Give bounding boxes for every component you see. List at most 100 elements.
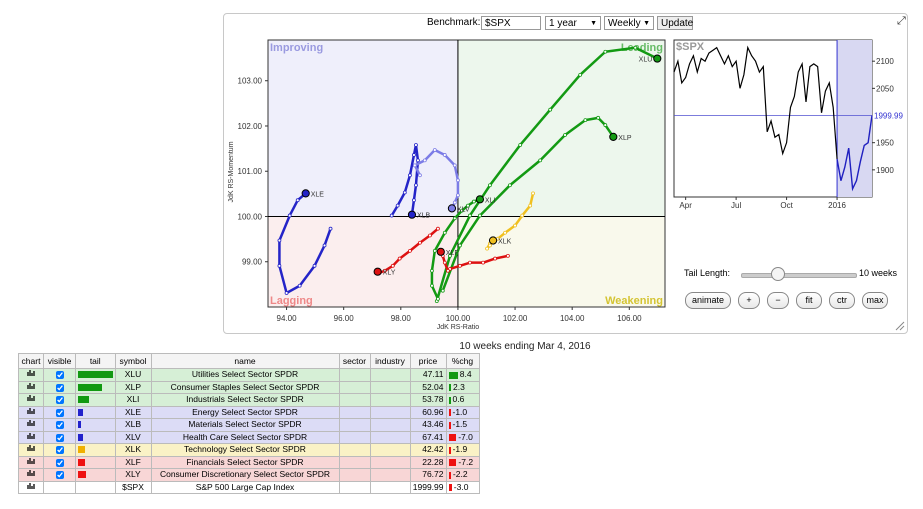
- table-row: $SPX S&P 500 Large Cap Index 1999.99 -3.0: [18, 480, 480, 494]
- chart-cell: [18, 480, 44, 494]
- period-select[interactable]: 1 year ▼: [545, 16, 601, 30]
- tool-button[interactable]: +: [738, 292, 760, 309]
- chart-icon[interactable]: [26, 444, 36, 452]
- price-cell: 76.72: [409, 468, 447, 482]
- chart-icon[interactable]: [26, 419, 36, 427]
- industry-cell: [369, 418, 411, 432]
- price-cell: 53.78: [409, 393, 447, 407]
- tool-button[interactable]: max: [862, 292, 888, 309]
- update-button[interactable]: Update: [657, 16, 693, 30]
- visible-checkbox[interactable]: [55, 458, 64, 467]
- chart-icon[interactable]: [26, 432, 36, 440]
- chart-icon[interactable]: [26, 394, 36, 402]
- tail-line: [435, 46, 659, 303]
- visible-cell: [43, 480, 76, 494]
- chg-cell: -2.2: [445, 468, 480, 482]
- tool-button[interactable]: fit: [796, 292, 822, 309]
- interval-select[interactable]: Weekly ▼: [604, 16, 654, 30]
- column-header: visible: [43, 353, 76, 369]
- tail-point: [297, 283, 302, 288]
- visible-checkbox[interactable]: [55, 433, 64, 442]
- tail-line: [278, 192, 332, 295]
- series-label: XLE: [311, 191, 325, 198]
- tail-line: [441, 116, 615, 292]
- column-header: chart: [18, 353, 44, 369]
- sector-cell: [338, 418, 371, 432]
- chart-icon[interactable]: [26, 407, 36, 415]
- symbol-cell: XLK: [114, 443, 152, 457]
- x-tick-label: 96.00: [334, 314, 355, 323]
- quadrant-weakening: [457, 216, 665, 307]
- visible-checkbox[interactable]: [55, 421, 64, 429]
- chg-value: 2.3: [453, 381, 465, 392]
- chg-cell: 0.6: [445, 393, 480, 407]
- tail-head: [301, 189, 310, 198]
- plot-frame: [267, 39, 666, 308]
- price-line-tail: [836, 115, 873, 192]
- name-cell: Utilities Select Sector SPDR: [150, 368, 340, 382]
- symbol-table: chart visible tail symbol name sector industry…: [18, 353, 480, 494]
- chart-icon[interactable]: [26, 457, 36, 465]
- chg-value: -1.5: [452, 419, 468, 430]
- tail-cell: [75, 430, 116, 444]
- tail-point: [578, 72, 583, 77]
- tail-point: [442, 230, 447, 235]
- price-line: [673, 45, 838, 160]
- tool-button[interactable]: ctr: [829, 292, 855, 309]
- tail-point: [430, 283, 434, 288]
- symbol-cell: XLV: [114, 430, 152, 444]
- chg-bar: [448, 434, 457, 441]
- sector-cell: [338, 368, 371, 382]
- tail-point: [416, 158, 420, 163]
- tool-button[interactable]: −: [767, 292, 789, 309]
- visible-checkbox[interactable]: [55, 471, 64, 479]
- chg-bar: [448, 471, 451, 479]
- tail-line: [430, 198, 482, 301]
- tail-head: [373, 267, 382, 276]
- tail-point: [397, 256, 402, 261]
- chart-icon[interactable]: [26, 369, 36, 377]
- tail-slider-knob[interactable]: [771, 267, 785, 281]
- tail-slider[interactable]: [741, 273, 857, 278]
- current-price-label: 1999.99: [874, 112, 903, 121]
- tail-window: [837, 40, 872, 197]
- tail-point: [563, 133, 567, 137]
- chart-icon[interactable]: [26, 482, 36, 490]
- table-row: XLF Financials Select Sector SPDR 22.28 -7.…: [18, 455, 480, 469]
- rrg-chart: ⤢ Improving Leading Lagging Weakening 94.00 9…: [228, 15, 906, 331]
- chart-icon[interactable]: [26, 382, 36, 390]
- chg-bar: [448, 459, 457, 466]
- tail-point: [596, 115, 601, 120]
- visible-checkbox[interactable]: [55, 383, 64, 392]
- tail-head: [447, 204, 457, 213]
- tail-point: [456, 178, 460, 183]
- quadrant-label: Lagging: [270, 295, 313, 307]
- tail-point: [277, 238, 282, 243]
- visible-checkbox[interactable]: [55, 396, 64, 404]
- series-label: XLK: [498, 238, 512, 245]
- x-tick-label: 94.00: [277, 314, 298, 323]
- benchmark-input[interactable]: $SPX: [481, 16, 541, 30]
- table-row: XLP Consumer Staples Select Sector SPDR 52…: [18, 380, 480, 394]
- price-cell: 47.11: [409, 368, 447, 382]
- tool-button[interactable]: animate: [685, 292, 731, 309]
- tail-cell: [75, 455, 116, 469]
- x-tick-label: 106.00: [617, 314, 642, 323]
- tail-bar: [78, 471, 86, 479]
- tail-point: [478, 213, 482, 218]
- column-header: symbol: [114, 353, 152, 369]
- tail-point: [603, 123, 608, 127]
- visible-checkbox[interactable]: [55, 371, 64, 379]
- symbol-cell: XLP: [114, 380, 152, 394]
- tail-point: [583, 118, 588, 122]
- chart-icon[interactable]: [26, 469, 36, 477]
- industry-cell: [369, 468, 411, 482]
- visible-checkbox[interactable]: [55, 408, 64, 417]
- sector-cell: [338, 393, 371, 407]
- expand-icon[interactable]: ⤢: [897, 15, 906, 27]
- tail-bar: [78, 421, 81, 429]
- y-tick-label: 99.00: [242, 258, 263, 267]
- visible-checkbox[interactable]: [55, 446, 64, 454]
- interval-value: Weekly: [608, 18, 641, 29]
- x-tick-label: 2016: [828, 201, 846, 210]
